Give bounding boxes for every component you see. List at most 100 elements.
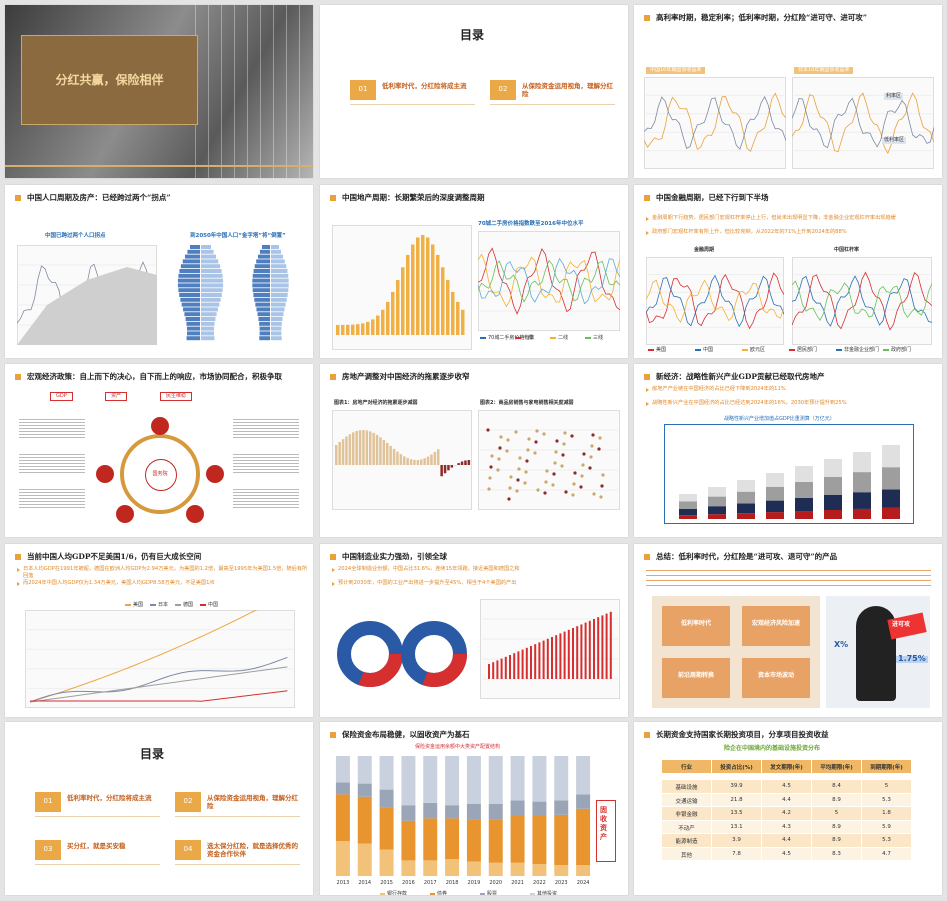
slide-thumbnail[interactable]: 分红共赢，保险相伴 — [5, 5, 313, 178]
table-cell-bg — [712, 807, 761, 820]
bar-segment — [423, 818, 438, 861]
decor-bar — [824, 459, 842, 477]
decor-bar — [201, 273, 223, 278]
table-cell: 不动产 — [678, 825, 695, 832]
table-cell: 8.3 — [832, 850, 841, 857]
slide-thumbnail[interactable]: 中国人口周期及房产：已经跨过两个“拐点” 中国已跨过两个人口拐点 到2050年中国人… — [5, 185, 313, 358]
decor-bar — [271, 336, 282, 341]
x-tick-label: 2019 — [468, 880, 481, 886]
table-cell-bg — [812, 793, 861, 807]
decor-dot — [580, 474, 584, 478]
toc-underline — [35, 864, 160, 865]
label: 中国10年期国债收益率 — [646, 67, 706, 74]
decor-bar — [530, 646, 532, 679]
slide-thumbnail[interactable]: 总结：低利率时代，分红险是“进可攻、退可守”的产品 低利率时代 宏观经济风险加速 前沿… — [634, 544, 942, 717]
decor-bar — [187, 249, 200, 254]
decor-bar — [201, 317, 216, 321]
table-cell: 5.3 — [882, 837, 891, 844]
bullet-marker — [646, 231, 649, 235]
decor-dot — [505, 449, 509, 453]
decor-bar — [551, 637, 553, 679]
decor-bar — [271, 326, 282, 331]
slide-thumbnail[interactable]: 目录 01 低利率时代，分红险将成主流 02 从保险资金运用视角，理解分红险 — [320, 5, 628, 178]
slide-thumbnail[interactable]: 保险资金布局稳健，以固收资产为基石 保险资金运用余额中大类资产配置结构 2013 20… — [320, 722, 628, 895]
decor-dot — [564, 490, 568, 494]
label: 资产 — [105, 392, 128, 401]
decor-bar — [853, 492, 871, 509]
table-cell-bg — [712, 834, 761, 847]
x-tick-label: 2024 — [577, 880, 590, 886]
legend-label: 政府部门 — [891, 347, 912, 353]
decor-bar — [351, 324, 355, 335]
x-tick-label: 2022 — [533, 880, 546, 886]
slide-thumbnail[interactable]: 中国制造业实力强劲，引领全球 2024全球制造业份额，中国占比31.6%，连续15… — [320, 544, 628, 717]
slide-thumbnail[interactable]: 房地产调整对中国经济的拖累逐步收窄 图表1：房地产对经济的拖累逐步减弱 图表2：商品… — [320, 364, 628, 537]
decor-bar — [450, 465, 454, 468]
toc-text: 低利率时代，分红险将成主流 — [382, 82, 467, 90]
label: 日本10年期国债收益率 — [794, 67, 854, 74]
bar-segment — [379, 807, 394, 850]
decor-bar — [259, 331, 270, 336]
slide-thumbnail[interactable]: 中国地产周期：长期繁荣后的深度调整周期 70城二手房价格指数跌至2016年中位水平… — [320, 185, 628, 358]
slide-title: 房地产调整对中国经济的拖累逐步收窄 — [342, 372, 470, 381]
slide-thumbnail[interactable]: 中国金融周期，已经下行到下半场 金融周期下行趋势，居民部门宏观杠杆率停止上行，但尚… — [634, 185, 942, 358]
bar-segment — [466, 861, 481, 876]
decor-bar — [271, 331, 282, 336]
table-cell-bg — [762, 820, 811, 834]
slide-thumbnail[interactable]: 宏观经济政策：自上而下的决心，自下而上的响应，市场协同配合，积极争取 GDP 资产 民… — [5, 364, 313, 537]
decor-bar — [567, 629, 570, 679]
toc-number-box — [175, 792, 201, 812]
decor-bar — [708, 496, 726, 507]
toc-number: 04 — [183, 845, 193, 853]
decor-bar — [257, 254, 270, 259]
title-marker — [330, 374, 336, 380]
slide-title: 新经济：战略性新兴产业GDP贡献已经取代房地产 — [656, 372, 825, 381]
legend-label: 三线 — [593, 335, 604, 341]
slide-thumbnail[interactable]: 当前中国人均GDP不足美国1/6，仍有巨大成长空间 日本人均GDP在1991年被超… — [5, 544, 313, 717]
legend-swatch — [648, 349, 654, 351]
decor-dot — [581, 463, 585, 467]
decor-bar — [737, 480, 755, 492]
decor-bar — [538, 642, 541, 679]
table-cell-bg — [862, 820, 911, 834]
table-cell: 5.9 — [882, 823, 891, 830]
title-marker — [330, 732, 336, 738]
decor-bar — [426, 456, 430, 465]
table-cell: 8.9 — [832, 823, 841, 830]
slide-thumbnail[interactable]: 目录 01 低利率时代，分红险将成主流 02 从保险资金运用视角，理解分红险 03 买分红，… — [5, 722, 313, 895]
legend-label: 非金融企业部门 — [844, 347, 880, 353]
legend-label: 美国 — [656, 347, 667, 353]
decor-bar — [271, 312, 284, 317]
decor-bar — [572, 628, 574, 679]
slide-title: 保险资金布局稳健，以固收资产为基石 — [342, 730, 470, 739]
cover-title: 分红共赢，保险相伴 — [55, 73, 164, 87]
decor-dot — [523, 481, 527, 485]
decor-bar — [853, 472, 871, 493]
decor-bar — [461, 309, 465, 335]
decor-dot — [506, 438, 510, 442]
decor-dot — [598, 436, 602, 440]
label: 民生维稳 — [160, 392, 193, 401]
x-tick-label: 2023 — [555, 880, 568, 886]
bullet-text: 日本人均GDP在1991年被超，德国在欧洲人均GDP为2.94万美元，为美国的1… — [23, 566, 308, 579]
chart-frame — [664, 424, 914, 524]
decor-dot — [571, 493, 575, 497]
toc-underline — [175, 816, 300, 817]
decor-dot — [507, 497, 511, 501]
title-marker — [330, 554, 336, 560]
x-tick-label: 2013 — [337, 880, 350, 886]
label: 中国杠杆率 — [834, 247, 860, 253]
slide-thumbnail[interactable]: 新经济：战略性新兴产业GDP贡献已经取代房地产 房地产产业链在中国经济的占比已经下… — [634, 364, 942, 537]
decor-dot — [487, 487, 491, 491]
summary-box — [742, 606, 810, 646]
decor-bar — [766, 500, 784, 513]
decor-bar — [252, 288, 270, 293]
slide-thumbnail[interactable]: 长期资金支持国家长期投资项目，分享项目投资收益 险企在中国境内的基础设施投资分布行… — [634, 722, 942, 895]
decor-bar — [737, 491, 755, 504]
table-cell-bg — [862, 780, 911, 793]
decor-dot — [591, 433, 595, 437]
table-cell-bg — [762, 760, 811, 773]
decor-bar — [185, 317, 200, 321]
table-cell: 5 — [834, 810, 839, 817]
slide-thumbnail[interactable]: 高利率时期，稳定利率；低利率时期，分红险“进可守、进可攻” 中国10年期国债收益率… — [634, 5, 942, 178]
